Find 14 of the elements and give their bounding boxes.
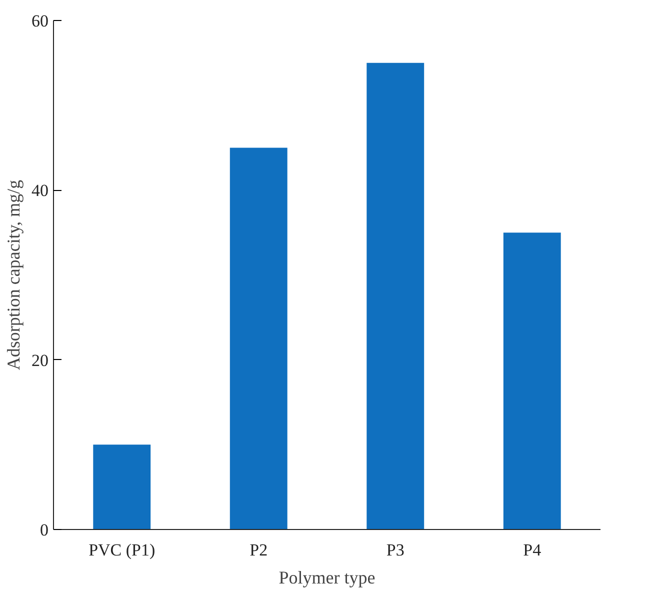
x-tick-label: P3 (386, 540, 404, 560)
bar (230, 148, 288, 530)
y-axis-title: Adsorption capacity, mg/g (4, 180, 24, 370)
y-tick-label: 0 (40, 520, 48, 540)
bar (503, 232, 561, 530)
x-axis-title: Polymer type (278, 568, 376, 588)
y-tick-label: 20 (32, 350, 48, 370)
y-tick-label: 60 (32, 12, 48, 30)
x-tick-label: P4 (523, 540, 542, 560)
bar (93, 444, 151, 530)
x-tick-label: P2 (250, 540, 268, 560)
x-tick-label: PVC (P1) (88, 540, 156, 560)
y-tick-label: 40 (32, 181, 48, 200)
bar (366, 62, 424, 530)
